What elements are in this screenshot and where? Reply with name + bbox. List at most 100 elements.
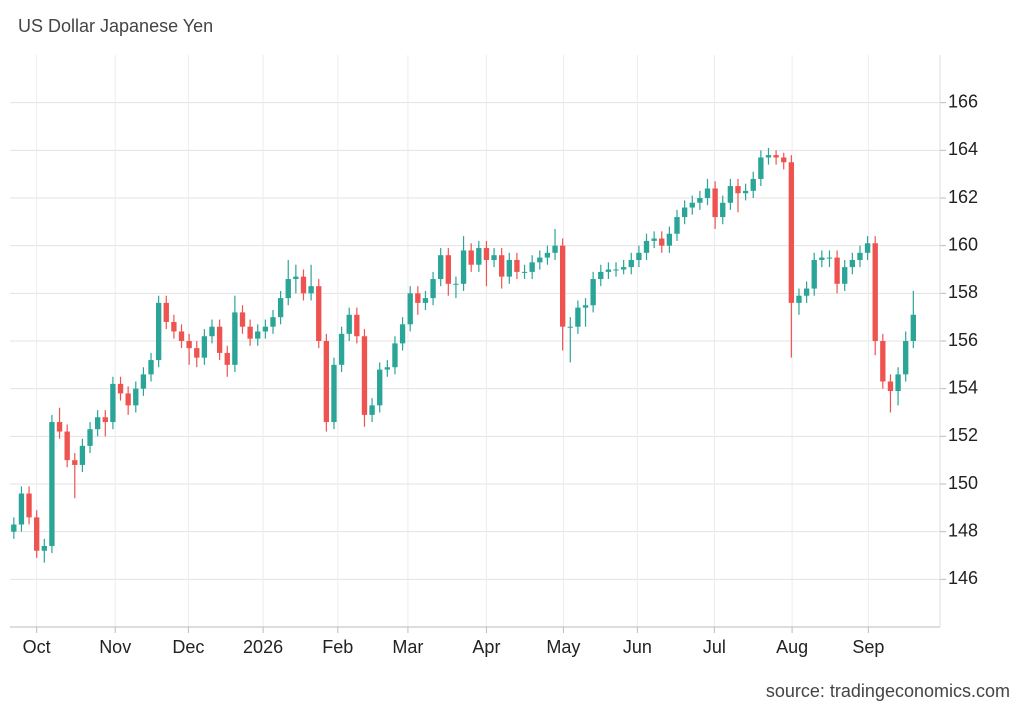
grid-layer: 146 148 150 152 154 156 158 160 162 164 166 Oct Nov D…	[10, 55, 978, 657]
candle-body	[849, 259, 856, 268]
x-tick-label: May	[546, 637, 580, 657]
x-tick-label: Oct	[23, 637, 51, 657]
y-tick-label: 162	[948, 187, 978, 207]
candle-body	[64, 431, 70, 461]
candle-body	[338, 333, 345, 365]
candle-body	[628, 259, 634, 268]
candle-body	[140, 374, 147, 389]
candle-body	[697, 198, 703, 203]
candle-body	[34, 517, 40, 551]
candle-body	[133, 388, 139, 406]
candle-body	[323, 341, 330, 423]
candle-body	[26, 493, 32, 518]
candle-body	[300, 276, 307, 294]
y-tick-label: 146	[948, 568, 978, 588]
candle-layer	[11, 147, 916, 563]
candle-body	[18, 493, 25, 525]
candle-body	[369, 405, 375, 415]
candle-body	[811, 259, 817, 289]
candle-body	[232, 312, 238, 365]
x-tick-label: 2026	[243, 637, 283, 657]
candle-body	[79, 445, 86, 465]
candle-body	[666, 233, 673, 246]
candle-body	[582, 305, 589, 308]
candle-body	[567, 326, 573, 328]
candle-body	[750, 178, 756, 191]
candle-body	[735, 186, 741, 194]
candle-body	[354, 314, 360, 337]
candle-body	[270, 317, 276, 327]
candle-body	[422, 298, 429, 303]
candle-body	[430, 279, 436, 299]
candle-body	[255, 331, 261, 339]
candle-body	[102, 417, 108, 423]
candle-body	[285, 279, 291, 299]
candle-body	[308, 286, 314, 294]
candle-body	[681, 207, 688, 218]
candle-body	[788, 162, 795, 303]
candle-body	[659, 238, 665, 246]
candle-body	[910, 314, 916, 341]
candle-body	[194, 348, 200, 358]
candle-body	[842, 267, 848, 284]
candle-body	[620, 267, 627, 270]
candle-body	[49, 422, 55, 546]
candle-body	[712, 188, 718, 218]
candle-body	[110, 383, 116, 423]
candle-body	[895, 374, 901, 392]
candle-body	[117, 383, 124, 394]
candle-body	[636, 252, 642, 260]
candle-body	[72, 460, 78, 465]
candle-body	[468, 250, 474, 265]
candle-body	[872, 243, 878, 341]
candle-body	[445, 255, 451, 284]
candle-body	[163, 302, 169, 322]
candle-body	[186, 341, 192, 349]
candle-body	[331, 364, 337, 423]
candle-body	[11, 524, 17, 532]
candle-body	[552, 245, 558, 253]
y-tick-label: 164	[948, 139, 978, 159]
candle-body	[384, 367, 391, 370]
candle-body	[864, 243, 871, 253]
candle-body	[171, 321, 177, 332]
candle-body	[178, 331, 185, 341]
source-note: source: tradingeconomics.com	[766, 681, 1010, 701]
candle-body	[224, 352, 230, 365]
candle-body	[407, 293, 413, 325]
candle-body	[781, 157, 787, 163]
candle-body	[575, 307, 581, 327]
candle-body	[559, 245, 566, 327]
candle-body	[529, 262, 535, 272]
candle-body	[834, 257, 840, 284]
candle-body	[819, 257, 825, 260]
candle-body	[476, 248, 482, 265]
candle-body	[438, 255, 444, 280]
candle-body	[41, 545, 47, 551]
candle-body	[773, 155, 779, 158]
candle-body	[643, 240, 650, 253]
candle-body	[689, 202, 695, 208]
candle-body	[651, 238, 657, 241]
candle-body	[216, 326, 223, 353]
candle-body	[460, 250, 467, 284]
candle-body	[598, 271, 604, 280]
candle-body	[316, 286, 322, 341]
candle-body	[399, 324, 406, 344]
candle-body	[262, 326, 269, 332]
y-tick-label: 156	[948, 330, 978, 350]
candle-body	[293, 276, 299, 280]
candle-body	[87, 429, 93, 446]
x-tick-label: Aug	[776, 637, 808, 657]
candle-body	[453, 283, 459, 285]
candle-body	[361, 336, 368, 415]
candle-body	[903, 341, 909, 375]
candle-body	[56, 422, 63, 432]
x-tick-label: Apr	[472, 637, 500, 657]
candle-body	[704, 188, 711, 198]
candle-body	[346, 314, 352, 334]
candle-body	[887, 381, 894, 392]
candle-body	[155, 302, 162, 361]
candle-body	[765, 155, 772, 158]
